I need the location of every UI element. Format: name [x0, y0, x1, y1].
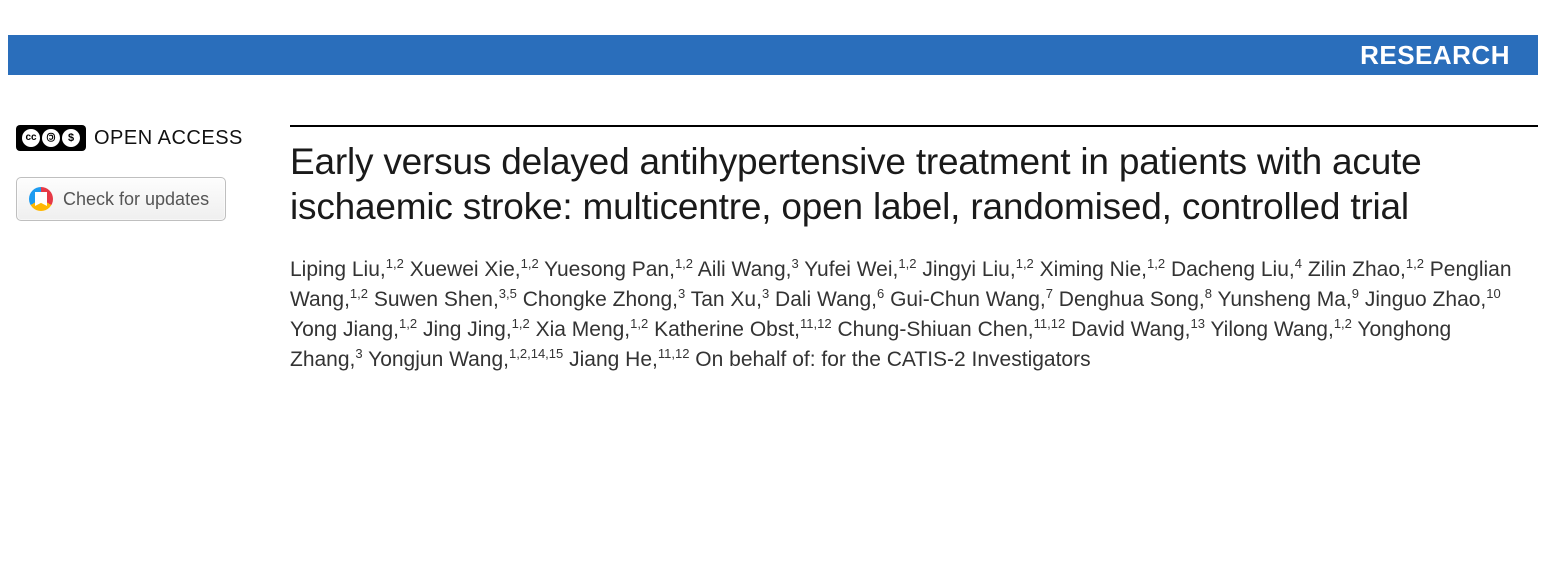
author-affil: 11,12 — [1034, 316, 1066, 331]
author-affil: 1,2 — [1334, 316, 1352, 331]
author-name: Denghua Song, — [1059, 288, 1205, 311]
author-name: Suwen Shen, — [374, 288, 499, 311]
author-affil: 1,2 — [399, 316, 417, 331]
author-name: Katherine Obst, — [654, 318, 800, 341]
author-affil: 1,2 — [630, 316, 648, 331]
author-list: Liping Liu,1,2 Xuewei Xie,1,2 Yuesong Pa… — [290, 255, 1518, 375]
content-row: cc 🄯 $ OPEN ACCESS Check for updates Ear… — [0, 125, 1546, 375]
banner-label: RESEARCH — [1360, 40, 1510, 71]
sidebar: cc 🄯 $ OPEN ACCESS Check for updates — [8, 125, 290, 375]
author-affil: 6 — [877, 286, 884, 301]
author-name: Dacheng Liu, — [1171, 258, 1295, 281]
author-affil: 3 — [355, 346, 362, 361]
author-name: Xia Meng, — [536, 318, 631, 341]
on-behalf-text: On behalf of: for the CATIS-2 Investigat… — [695, 348, 1090, 371]
open-access-row: cc 🄯 $ OPEN ACCESS — [16, 125, 290, 151]
author-affil: 10 — [1486, 286, 1500, 301]
author-name: David Wang, — [1071, 318, 1190, 341]
author-affil: 1,2 — [1147, 256, 1165, 271]
author-name: Yilong Wang, — [1210, 318, 1333, 341]
author-name: Chongke Zhong, — [523, 288, 678, 311]
check-updates-label: Check for updates — [63, 189, 209, 210]
open-access-label: OPEN ACCESS — [94, 127, 243, 150]
author-name: Zilin Zhao, — [1308, 258, 1406, 281]
author-name: Aili Wang, — [698, 258, 792, 281]
author-affil: 3 — [791, 256, 798, 271]
crossmark-icon — [29, 187, 53, 211]
author-name: Chung-Shiuan Chen, — [837, 318, 1033, 341]
author-name: Jingyi Liu, — [922, 258, 1015, 281]
author-name: Dali Wang, — [775, 288, 877, 311]
author-name: Yunsheng Ma, — [1217, 288, 1351, 311]
author-name: Tan Xu, — [691, 288, 762, 311]
author-affil: 8 — [1205, 286, 1212, 301]
author-affil: 7 — [1046, 286, 1053, 301]
cc-license-icon: cc 🄯 $ — [16, 125, 86, 151]
cc-glyph: cc — [22, 129, 40, 147]
author-name: Ximing Nie, — [1040, 258, 1147, 281]
author-affil: 1,2 — [386, 256, 404, 271]
author-name: Jing Jing, — [423, 318, 512, 341]
author-affil: 3 — [762, 286, 769, 301]
author-name: Liping Liu, — [290, 258, 386, 281]
nc-glyph: $ — [62, 129, 80, 147]
by-glyph: 🄯 — [42, 129, 60, 147]
author-name: Yuesong Pan, — [544, 258, 675, 281]
author-name: Yufei Wei, — [804, 258, 898, 281]
article-title: Early versus delayed antihypertensive tr… — [290, 139, 1518, 229]
author-affil: 1,2 — [1406, 256, 1424, 271]
author-name: Jinguo Zhao, — [1365, 288, 1486, 311]
author-affil: 1,2 — [512, 316, 530, 331]
author-affil: 1,2,14,15 — [509, 346, 563, 361]
author-affil: 9 — [1352, 286, 1359, 301]
article-main: Early versus delayed antihypertensive tr… — [290, 125, 1538, 375]
author-affil: 4 — [1295, 256, 1302, 271]
author-name: Yongjun Wang, — [368, 348, 509, 371]
author-affil: 13 — [1191, 316, 1205, 331]
author-affil: 1,2 — [521, 256, 539, 271]
author-affil: 1,2 — [350, 286, 368, 301]
author-name: Xuewei Xie, — [410, 258, 521, 281]
author-affil: 1,2 — [1016, 256, 1034, 271]
author-affil: 3,5 — [499, 286, 517, 301]
author-affil: 11,12 — [800, 316, 832, 331]
author-name: Yong Jiang, — [290, 318, 399, 341]
author-affil: 3 — [678, 286, 685, 301]
author-affil: 1,2 — [898, 256, 916, 271]
author-affil: 11,12 — [658, 346, 690, 361]
author-name: Jiang He, — [569, 348, 658, 371]
author-name: Gui-Chun Wang, — [890, 288, 1046, 311]
section-banner: RESEARCH — [8, 35, 1538, 75]
author-affil: 1,2 — [675, 256, 693, 271]
check-updates-button[interactable]: Check for updates — [16, 177, 226, 221]
